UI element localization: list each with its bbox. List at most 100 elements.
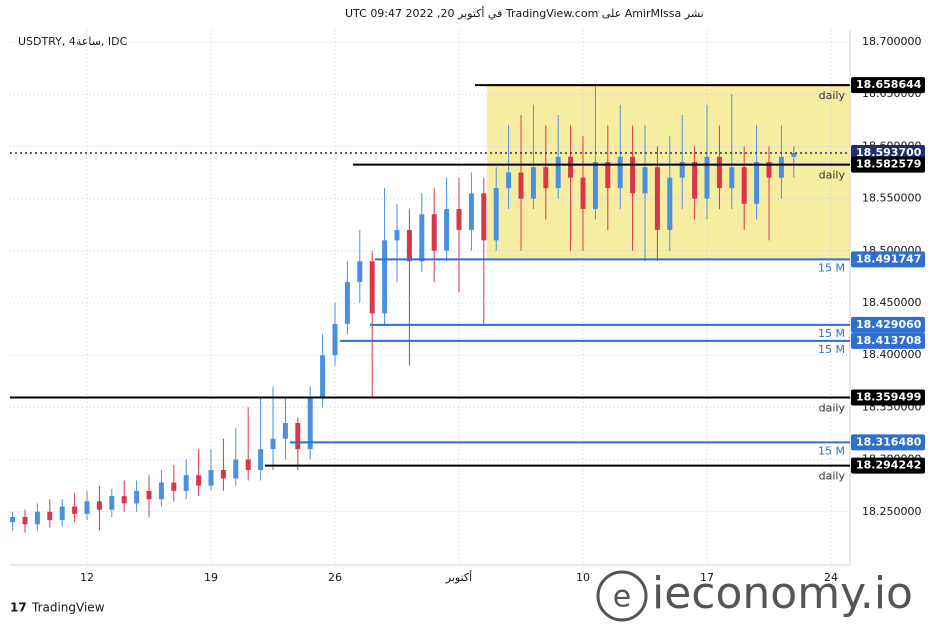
y-tick-label: 18.250000 — [862, 505, 922, 518]
candle-body — [518, 172, 524, 199]
candle-body — [493, 188, 499, 241]
candle-body — [121, 496, 127, 504]
candle-body — [344, 282, 350, 324]
candle-body — [419, 214, 425, 262]
candle-body — [679, 162, 685, 178]
watermark-logo — [596, 570, 648, 622]
x-tick-label: 24 — [824, 571, 838, 584]
level-tag: daily — [819, 470, 846, 483]
level-tag: 15 M — [818, 444, 845, 457]
candle-body — [84, 501, 90, 514]
level-tag: 15 M — [818, 327, 845, 340]
candle-body — [468, 193, 474, 230]
candle-body — [134, 490, 140, 504]
candle-body — [642, 167, 648, 194]
zone — [487, 85, 850, 260]
candle-body — [382, 240, 388, 314]
watermark-logo-e: e — [613, 580, 631, 615]
candle-body — [59, 506, 65, 521]
candle-body — [741, 167, 747, 204]
candle-body — [406, 229, 412, 262]
candle-body — [778, 156, 784, 178]
level-price-label: 18.429060 — [856, 318, 922, 331]
candle-body — [146, 490, 152, 500]
candle-body — [667, 177, 673, 230]
y-tick-label: 18.700000 — [862, 35, 922, 48]
candle-body — [332, 323, 338, 356]
candle-body — [34, 511, 40, 525]
x-tick-label: 26 — [328, 571, 342, 584]
candle-body — [369, 261, 375, 314]
footer: TradingView — [31, 601, 105, 615]
candle-body — [654, 167, 660, 230]
candle-body — [555, 156, 561, 189]
candle-body — [295, 423, 301, 450]
candle-body — [605, 162, 611, 189]
level-tag: 15 M — [818, 261, 845, 274]
header: نشر AmirMlssa على TradingView.com في أكت… — [345, 6, 704, 20]
candle-body — [270, 438, 276, 450]
level-price-box — [851, 251, 925, 268]
candle-body — [431, 214, 437, 251]
candle-body — [791, 152, 797, 157]
level-price-box — [851, 457, 925, 474]
candle-body — [109, 496, 115, 510]
candle-body — [754, 162, 760, 204]
y-tick-label: 18.400000 — [862, 348, 922, 361]
candle-body — [692, 162, 698, 199]
candle-body — [592, 162, 598, 210]
watermark: ieconomy.io — [652, 568, 913, 619]
candle-body — [22, 516, 28, 525]
level-price-box — [851, 156, 925, 173]
level-tag: daily — [819, 169, 846, 182]
candle-body — [233, 459, 239, 479]
candle-body — [568, 156, 574, 178]
candle-body — [481, 193, 487, 241]
candle-body — [96, 501, 102, 510]
candle-body — [158, 482, 164, 500]
candle-body — [183, 475, 189, 491]
candle-body — [10, 516, 16, 523]
candle-body — [357, 261, 363, 283]
x-tick-label: 12 — [80, 571, 94, 584]
level-price-label: 18.294242 — [856, 459, 921, 472]
logo: 17 — [10, 601, 27, 615]
candle-body — [220, 470, 226, 479]
candle-body — [630, 156, 636, 194]
level-price-box — [851, 434, 925, 451]
candle-body — [580, 177, 586, 210]
symbol: USDTRY, 4ساعة, IDC — [18, 35, 128, 48]
level-price-box — [851, 316, 925, 333]
candle-body — [766, 162, 772, 178]
candle-body — [196, 475, 202, 486]
candle-body — [47, 511, 53, 521]
candle-body — [307, 396, 313, 450]
candle-body — [171, 482, 177, 491]
candle-body — [444, 209, 450, 251]
candle-body — [245, 459, 251, 471]
x-tick-label: أكتوبر — [445, 570, 472, 584]
candle-body — [617, 156, 623, 189]
candle-body — [704, 156, 710, 199]
x-tick-label: 10 — [576, 571, 590, 584]
x-tick-label: 17 — [700, 571, 714, 584]
candle-body — [258, 449, 264, 471]
candle-body — [208, 470, 214, 486]
candle-body — [72, 506, 78, 514]
candle-body — [320, 355, 326, 397]
candle-body — [716, 156, 722, 189]
candle-body — [456, 209, 462, 230]
level-price-label: 18.582579 — [856, 158, 921, 171]
y-tick-label: 18.550000 — [862, 192, 922, 205]
candle-body — [543, 167, 549, 189]
candle-body — [729, 167, 735, 189]
level-price-label: 18.491747 — [856, 252, 921, 265]
level-price-label: 18.593700 — [856, 146, 922, 159]
level-price-box — [851, 332, 925, 349]
x-tick-label: 19 — [204, 571, 218, 584]
level-price-box — [851, 77, 925, 94]
level-price-label: 18.359499 — [856, 390, 921, 403]
level-tag: daily — [819, 89, 846, 102]
level-price-label: 18.658644 — [856, 78, 922, 91]
level-price-label: 18.316480 — [856, 435, 922, 448]
